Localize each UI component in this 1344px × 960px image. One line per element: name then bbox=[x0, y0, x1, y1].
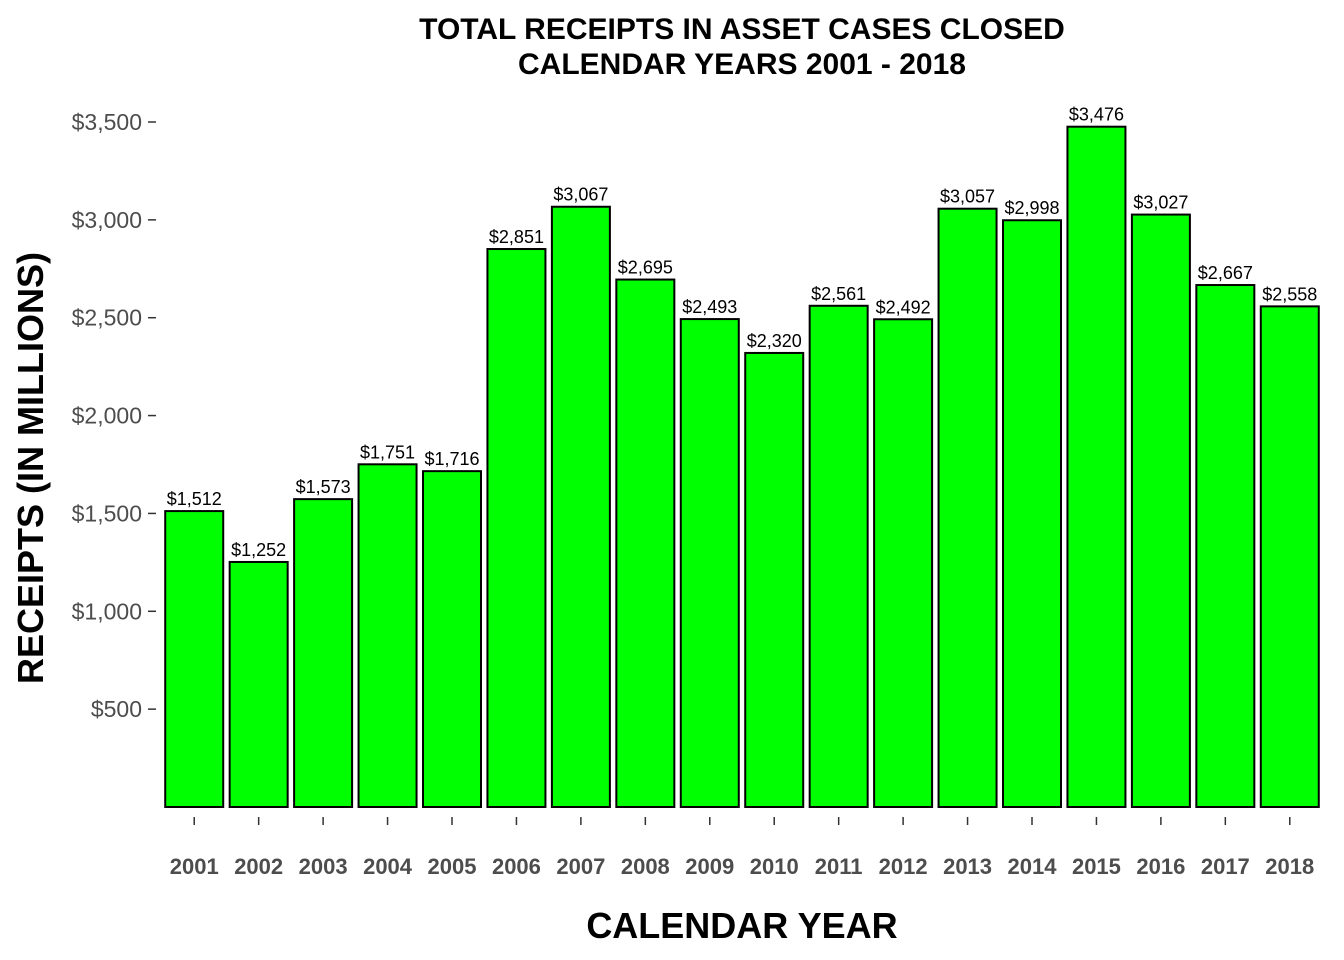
bar-value-label: $2,695 bbox=[618, 258, 673, 278]
bar-2005 bbox=[422, 470, 482, 808]
bar-value-label: $2,851 bbox=[489, 227, 544, 247]
bar-2007 bbox=[550, 205, 611, 809]
x-tick-label: 2009 bbox=[685, 854, 734, 879]
x-tick-label: 2001 bbox=[170, 854, 219, 879]
x-tick-label: 2012 bbox=[879, 854, 928, 879]
y-tick-label: $500 bbox=[91, 696, 142, 722]
x-tick-label: 2004 bbox=[363, 854, 413, 879]
x-tick-label: 2007 bbox=[556, 854, 605, 879]
x-tick-label: 2013 bbox=[943, 854, 992, 879]
y-tick-label: $1,500 bbox=[72, 500, 142, 526]
bar-labels: $1,512 $1,252 $1,573 $1,751 $1,716 $2,851 $3,0… bbox=[167, 105, 1318, 560]
bar-2009 bbox=[679, 318, 740, 808]
bar-2016 bbox=[1130, 213, 1191, 808]
chart-subtitle: CALENDAR YEARS 2001 - 2018 bbox=[518, 48, 966, 81]
x-axis: 2001 2002 2003 2004 2005 2006 2007 2008 2009 2010… bbox=[170, 817, 1314, 879]
bar-2008 bbox=[615, 278, 676, 808]
x-tick-label: 2011 bbox=[815, 854, 863, 879]
y-axis-title: RECEIPTS (IN MILLIONS) bbox=[10, 252, 51, 684]
bar-value-label: $1,512 bbox=[167, 489, 222, 509]
bar-value-label: $2,561 bbox=[811, 284, 866, 304]
bar-2017 bbox=[1195, 284, 1256, 808]
x-axis-title: CALENDAR YEAR bbox=[586, 905, 897, 946]
x-tick-label: 2016 bbox=[1136, 854, 1185, 879]
bar-value-label: $3,067 bbox=[553, 185, 608, 205]
bar-value-label: $3,476 bbox=[1069, 105, 1124, 125]
x-tick-label: 2018 bbox=[1265, 854, 1314, 879]
bar-2002 bbox=[228, 560, 289, 808]
bar-value-label: $2,558 bbox=[1262, 284, 1317, 304]
x-tick-label: 2017 bbox=[1201, 854, 1250, 879]
bar-value-label: $3,057 bbox=[940, 187, 995, 207]
bar-2013 bbox=[937, 207, 998, 809]
bar-value-label: $1,573 bbox=[296, 477, 351, 497]
bar-2018 bbox=[1259, 305, 1320, 808]
x-tick-label: 2002 bbox=[234, 854, 283, 879]
bar-2012 bbox=[873, 318, 934, 808]
bar-value-label: $2,998 bbox=[1004, 198, 1059, 218]
x-tick-label: 2008 bbox=[621, 854, 670, 879]
bar-2010 bbox=[744, 351, 805, 808]
x-tick-label: 2006 bbox=[492, 854, 541, 879]
bar-value-label: $1,751 bbox=[360, 442, 415, 462]
x-tick-label: 2005 bbox=[428, 854, 477, 879]
bar-2015 bbox=[1066, 125, 1127, 808]
bar-2014 bbox=[1002, 219, 1062, 808]
bar-value-label: $2,492 bbox=[876, 297, 931, 317]
y-tick-label: $3,000 bbox=[72, 207, 142, 233]
chart-title: TOTAL RECEIPTS IN ASSET CASES CLOSED bbox=[419, 13, 1065, 46]
bar-2003 bbox=[293, 498, 354, 808]
y-tick-label: $3,500 bbox=[72, 109, 142, 135]
x-tick-label: 2014 bbox=[1008, 854, 1058, 879]
bar-2004 bbox=[357, 463, 418, 808]
bar-value-label: $2,320 bbox=[747, 331, 802, 351]
bars bbox=[164, 125, 1320, 809]
x-tick-label: 2003 bbox=[299, 854, 348, 879]
bar-value-label: $1,252 bbox=[231, 540, 286, 560]
y-tick-label: $2,500 bbox=[72, 305, 142, 331]
bar-2011 bbox=[808, 304, 869, 808]
bar-2006 bbox=[486, 248, 547, 809]
bar-value-label: $2,667 bbox=[1198, 263, 1253, 283]
bar-value-label: $2,493 bbox=[682, 297, 737, 317]
bar-2001 bbox=[164, 510, 225, 808]
y-tick-label: $2,000 bbox=[72, 403, 142, 429]
bar-value-label: $3,027 bbox=[1133, 193, 1188, 213]
y-axis: $500 $1,000 $1,500 $2,000 $2,500 $3,000 $3,500 bbox=[72, 109, 156, 722]
bar-value-label: $1,716 bbox=[424, 449, 479, 469]
x-tick-label: 2015 bbox=[1072, 854, 1121, 879]
y-tick-label: $1,000 bbox=[72, 598, 142, 624]
x-tick-label: 2010 bbox=[750, 854, 799, 879]
